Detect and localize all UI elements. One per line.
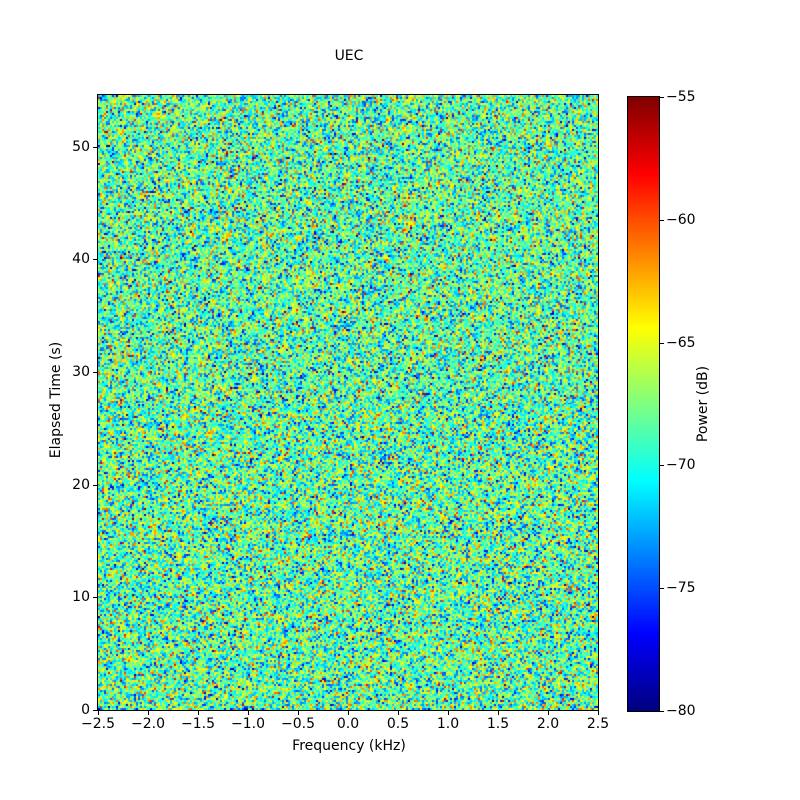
colorbar-canvas	[627, 96, 660, 712]
y-tick-mark	[93, 484, 97, 486]
x-tick-mark	[498, 711, 499, 715]
x-tick-mark	[448, 711, 449, 715]
x-tick-label: 1.0	[436, 716, 460, 732]
x-tick-mark	[248, 711, 249, 715]
colorbar-tick-mark	[660, 342, 664, 344]
chart-title: UEC	[334, 48, 364, 64]
y-tick-label: 50	[72, 138, 90, 155]
colorbar-tick-label: −70	[666, 457, 696, 474]
colorbar-label: Power (dB)	[695, 365, 711, 443]
x-tick-label: −1.5	[181, 716, 215, 732]
colorbar-tick-label: −65	[666, 334, 696, 351]
y-tick-mark	[93, 597, 97, 599]
x-tick-label: −0.5	[281, 716, 315, 732]
y-tick-mark	[93, 259, 97, 261]
x-tick-mark	[148, 711, 149, 715]
y-tick-label: 20	[72, 476, 90, 493]
x-tick-label: 1.5	[486, 716, 510, 732]
y-axis-label: Elapsed Time (s)	[48, 341, 64, 459]
x-tick-label: 2.5	[586, 716, 610, 732]
colorbar-tick-label: −75	[666, 580, 696, 597]
y-tick-mark	[93, 372, 97, 374]
y-tick-mark	[93, 710, 97, 711]
x-tick-label: −1.0	[231, 716, 265, 732]
colorbar-tick-mark	[660, 588, 664, 590]
spectrogram-heatmap-canvas	[97, 94, 599, 711]
x-axis-label: Frequency (kHz)	[292, 738, 406, 754]
colorbar-tick-mark	[660, 711, 664, 712]
colorbar-tick-label: −80	[666, 703, 696, 719]
x-tick-mark	[598, 711, 599, 715]
colorbar-tick-mark	[660, 97, 664, 98]
colorbar-tick-mark	[660, 219, 664, 221]
x-tick-mark	[348, 711, 349, 715]
x-tick-label: −2.0	[131, 716, 165, 732]
x-tick-label: 2.0	[536, 716, 560, 732]
x-tick-label: 0.5	[386, 716, 410, 732]
y-tick-mark	[93, 146, 97, 148]
x-tick-mark	[98, 711, 99, 715]
x-tick-label: 0.0	[336, 716, 360, 732]
colorbar-tick-label: −60	[666, 211, 696, 228]
x-tick-mark	[298, 711, 299, 715]
y-tick-label: 40	[72, 251, 90, 268]
y-tick-label: 10	[72, 589, 90, 606]
x-tick-mark	[398, 711, 399, 715]
colorbar-tick-mark	[660, 465, 664, 467]
x-tick-label: −2.5	[81, 716, 115, 732]
y-tick-label: 0	[81, 702, 90, 718]
y-tick-label: 30	[72, 364, 90, 381]
x-tick-mark	[198, 711, 199, 715]
x-tick-mark	[548, 711, 549, 715]
colorbar-tick-label: −55	[666, 89, 696, 105]
